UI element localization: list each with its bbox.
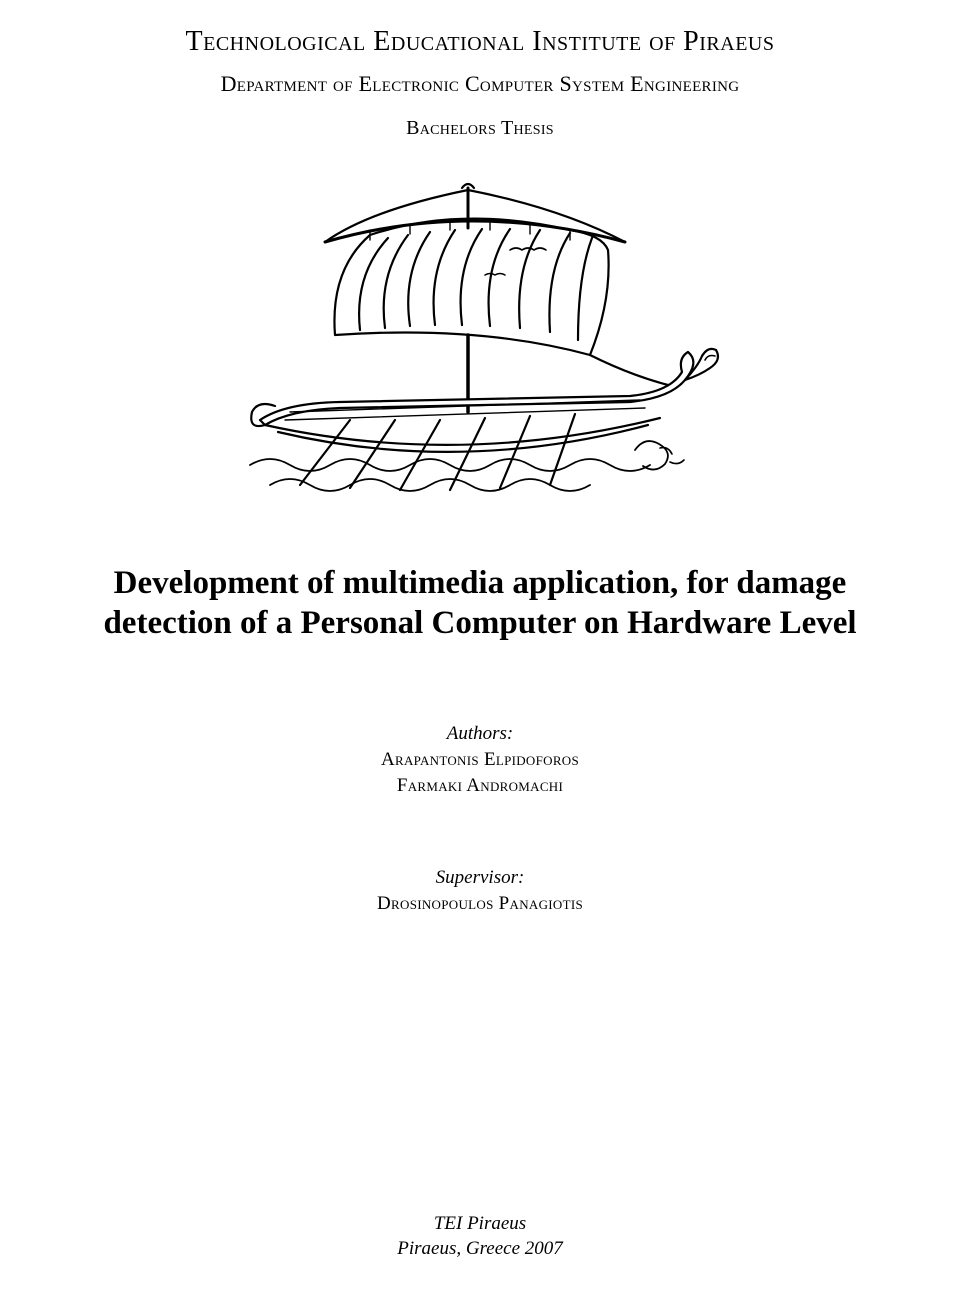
author-1: Arapantonis Elpidoforos: [80, 749, 880, 771]
department-name: Department of Electronic Computer System…: [80, 71, 880, 97]
thesis-title: Development of multimedia application, f…: [80, 563, 880, 644]
footer-institution: TEI Piraeus: [80, 1211, 880, 1237]
footer-block: TEI Piraeus Piraeus, Greece 2007: [80, 1211, 880, 1272]
authors-block: Authors: Arapantonis Elpidoforos Farmaki…: [80, 723, 880, 797]
authors-label: Authors:: [80, 723, 880, 745]
supervisor-block: Supervisor: Drosinopoulos Panagiotis: [80, 867, 880, 915]
supervisor-label: Supervisor:: [80, 867, 880, 889]
supervisor-name: Drosinopoulos Panagiotis: [80, 893, 880, 915]
thesis-type: Bachelors Thesis: [80, 117, 880, 140]
author-2: Farmaki Andromachi: [80, 775, 880, 797]
ship-logo: [230, 180, 730, 515]
institute-name: Technological Educational Institute of P…: [80, 25, 880, 59]
footer-place-year: Piraeus, Greece 2007: [80, 1236, 880, 1262]
